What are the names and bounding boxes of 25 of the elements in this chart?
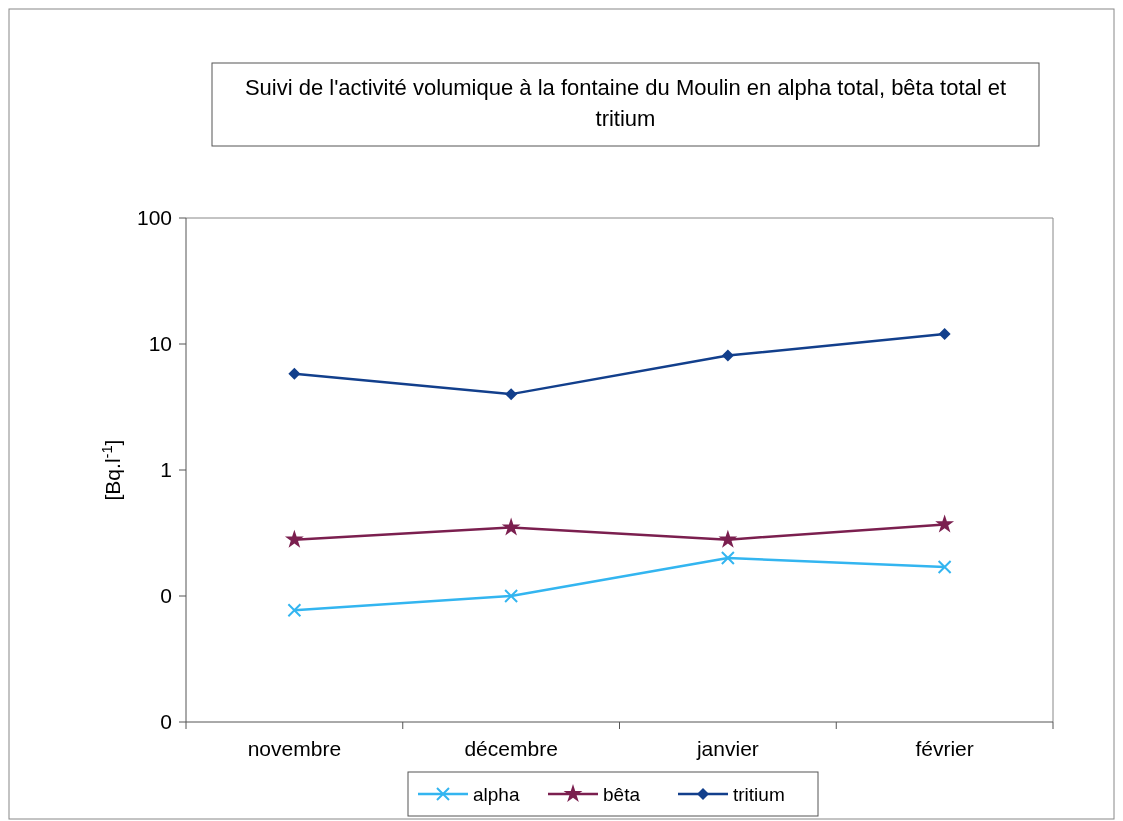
y-tick-label: 10 [148,332,172,356]
x-tick-label: janvier [695,737,759,760]
legend-label: tritium [733,783,785,805]
y-tick-label: 100 [136,206,172,230]
point [501,517,521,536]
y-tick-label: 0 [160,584,172,608]
point [718,529,738,548]
point [937,559,952,574]
x-tick-label: décembre [464,737,558,760]
y-tick-label: 1 [160,458,172,482]
legend-label: alpha [473,783,520,805]
point [288,367,301,380]
point [938,328,951,341]
point [505,388,518,401]
point [721,349,734,362]
x-tick-label: novembre [247,737,342,760]
y-tick-label: 0 [160,710,172,734]
point [935,514,955,533]
point [720,551,735,566]
chart-title: Suivi de l'activité volumique à la fontaine du Moulin en alpha total, bêta total et tritium [243,74,1008,133]
point [504,589,519,603]
legend-label: bêta [603,783,641,805]
x-tick-label: février [915,737,974,760]
point [287,603,302,618]
point [284,529,304,548]
